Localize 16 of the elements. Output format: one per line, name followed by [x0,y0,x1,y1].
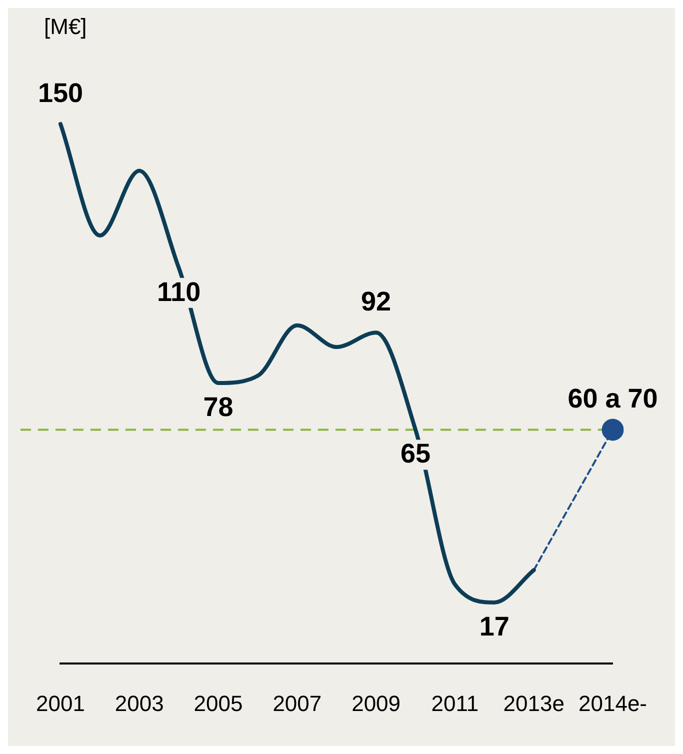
data-label: 150 [38,78,83,108]
y-axis-title: [M€] [44,14,87,40]
x-tick-label: 2007 [272,690,322,716]
data-label: 110 [157,276,201,307]
data-label: 92 [361,286,392,317]
data-label: 78 [203,392,234,422]
x-tick-label: 2013e [503,690,564,716]
data-label: 17 [479,611,510,642]
data-label: 65 [400,438,431,469]
x-tick-label: 2009 [352,690,401,716]
x-tick-label: 2014e- [578,690,648,716]
data-label: 60 a 70 [568,384,658,414]
x-tick-label: 2003 [114,690,164,716]
x-tick-label: 2011 [431,690,479,716]
x-tick-label: 2001 [36,690,85,716]
x-tick-label: 2005 [194,690,243,716]
